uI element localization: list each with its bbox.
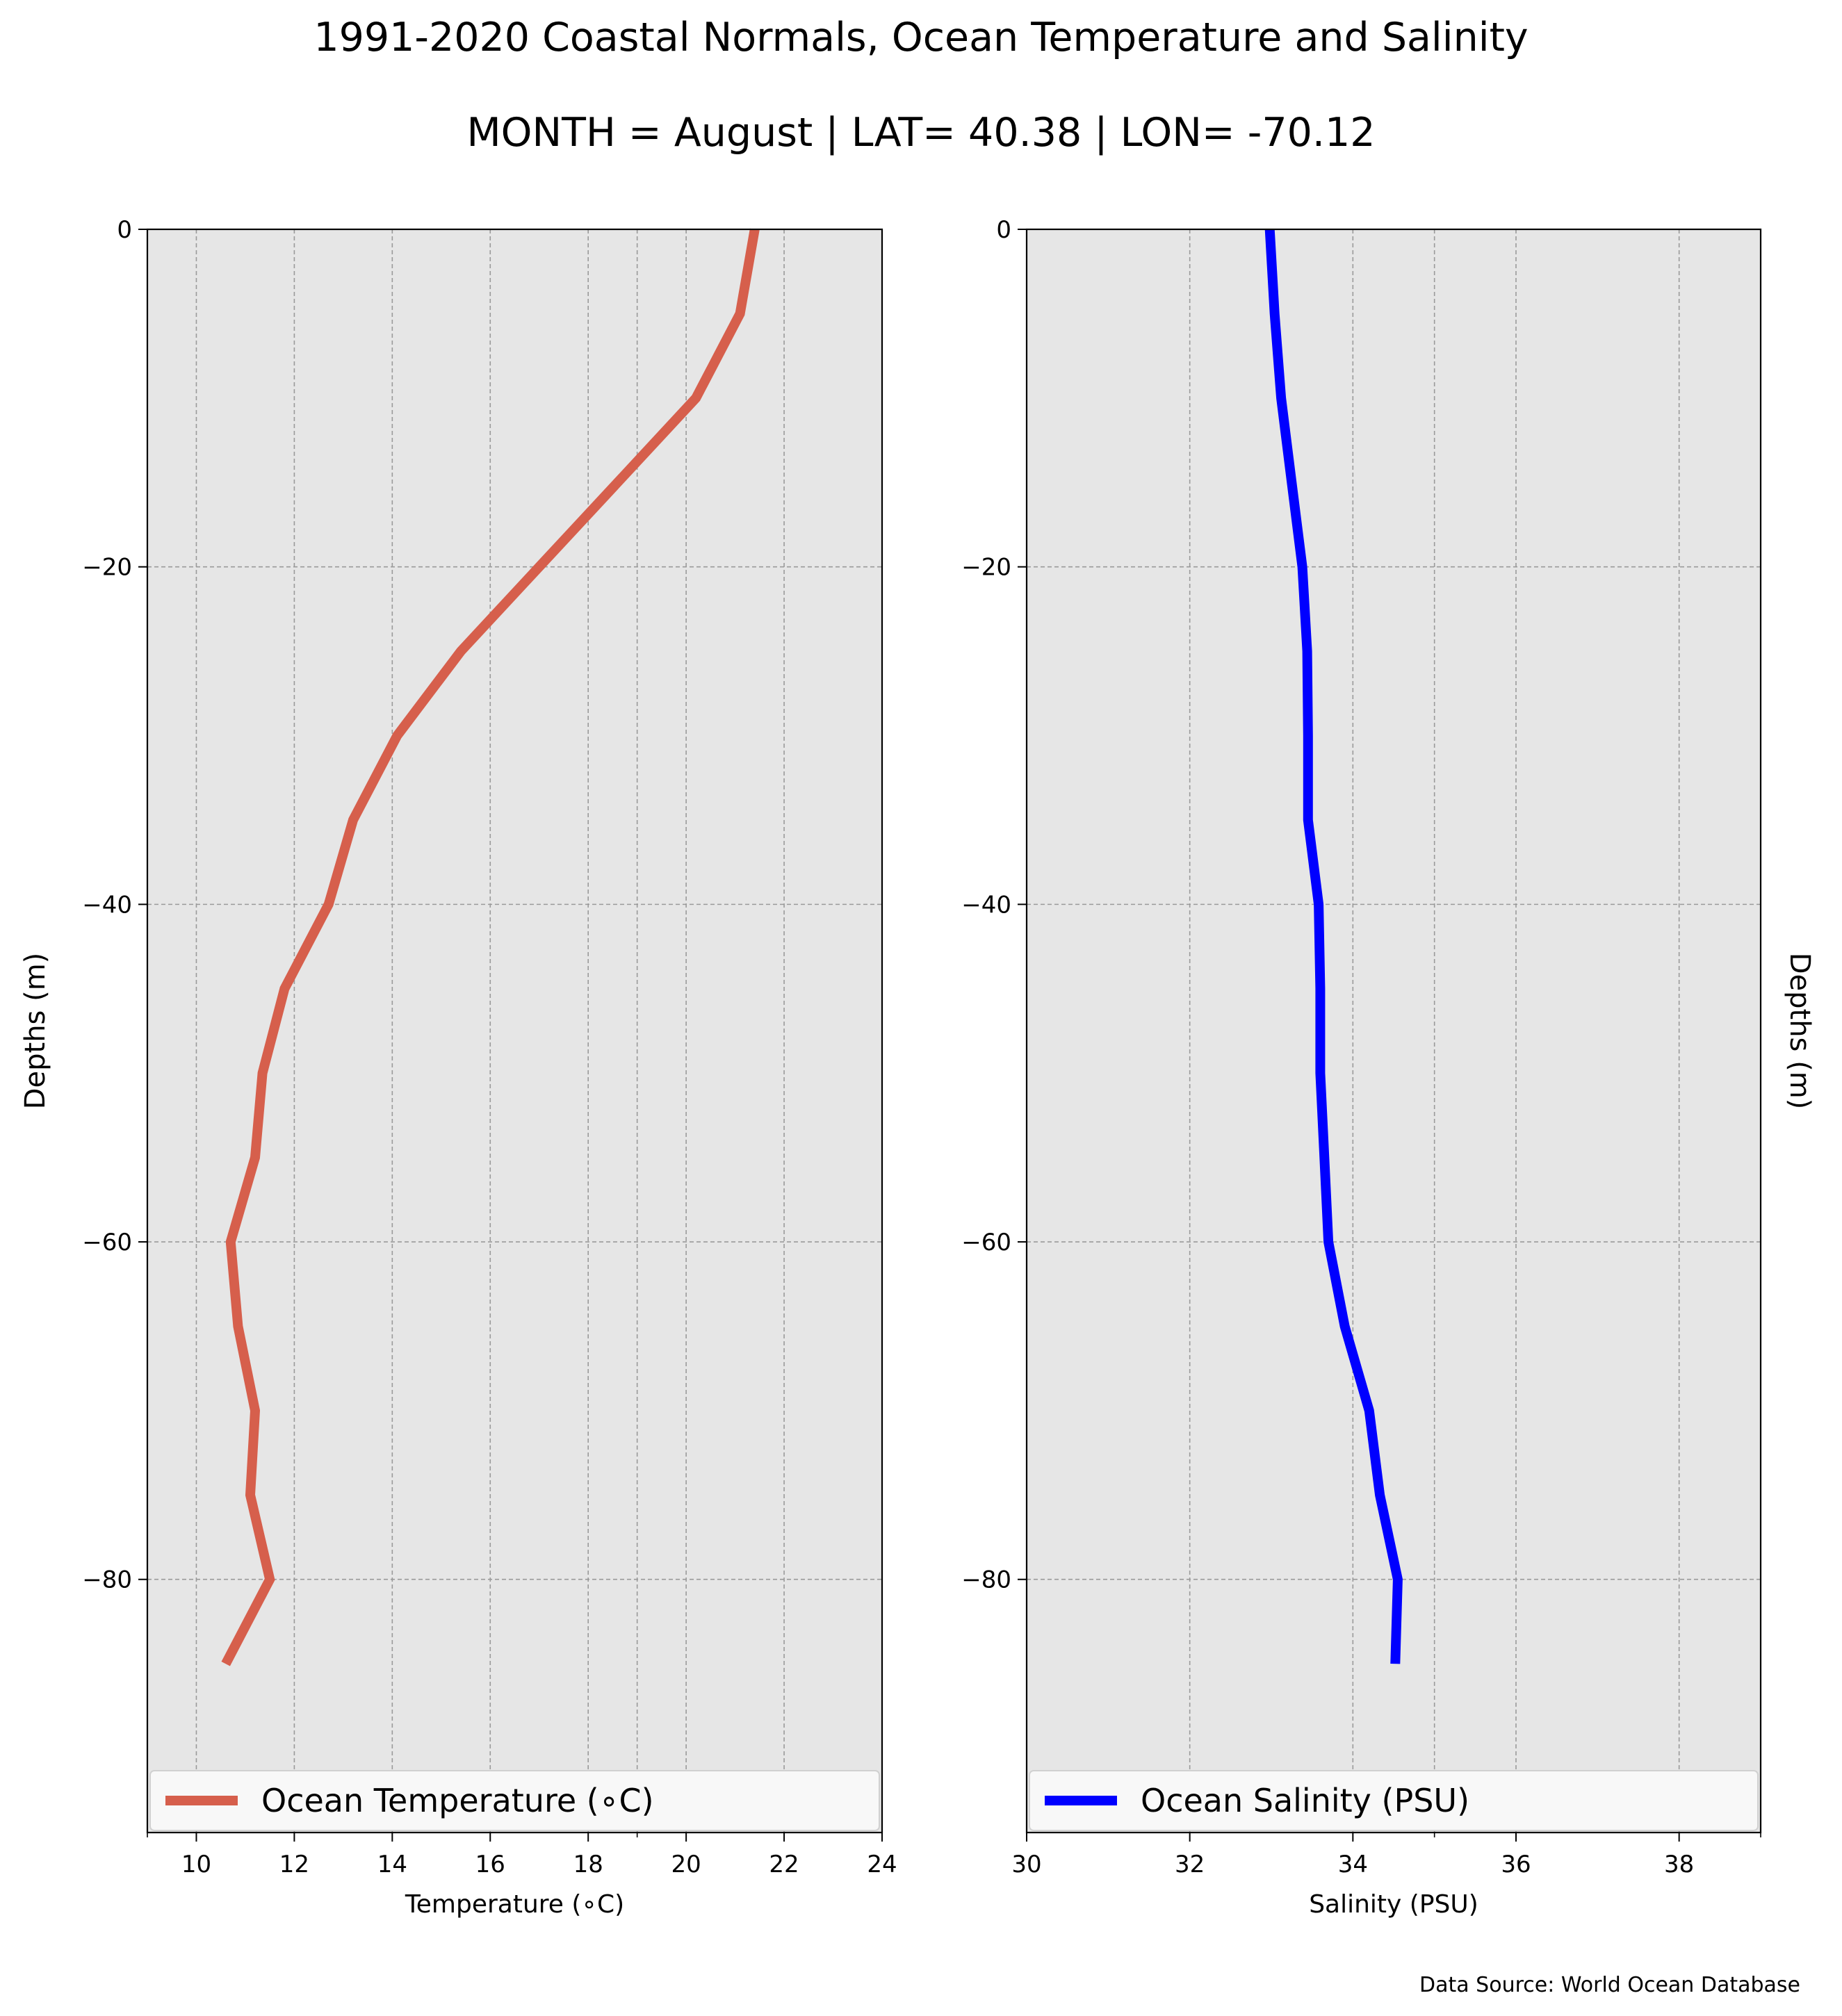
salinity-y-tick-label: −40 — [961, 891, 1011, 919]
temperature-legend — [149, 1770, 880, 1831]
salinity-x-tick-label: 38 — [1664, 1851, 1694, 1878]
temperature-axes-frame — [146, 228, 883, 1834]
temperature-x-tick-label: 18 — [573, 1851, 603, 1878]
salinity-y-tick-label: −20 — [961, 554, 1011, 582]
temperature-y-tick-label: 0 — [117, 216, 132, 244]
chart-title: 1991-2020 Coastal Normals, Ocean Tempera… — [313, 15, 1528, 60]
temperature-x-tick-label: 22 — [769, 1851, 799, 1878]
temperature-x-tick-label: 10 — [181, 1851, 211, 1878]
temperature-y-axis-label: Depths (m) — [19, 953, 51, 1110]
temperature-x-tick-label: 12 — [279, 1851, 309, 1878]
temperature-x-tick-label: 16 — [475, 1851, 505, 1878]
salinity-x-tick-label: 34 — [1338, 1851, 1368, 1878]
temperature-y-tick-label: −60 — [82, 1229, 132, 1256]
temperature-y-tick-label: −20 — [82, 554, 132, 582]
salinity-series-line — [1264, 229, 1403, 1664]
temperature-x-tick-label: 24 — [867, 1851, 897, 1878]
temperature-x-tick-label: 20 — [671, 1851, 701, 1878]
salinity-x-axis-label: Salinity (PSU) — [1309, 1890, 1478, 1919]
chart-subtitle: MONTH = August | LAT= 40.38 | LON= -70.1… — [466, 110, 1375, 156]
temperature-plot-area — [147, 229, 882, 1833]
salinity-y-tick-label: −80 — [961, 1566, 1011, 1594]
temperature-y-tick-label: −80 — [82, 1566, 132, 1594]
data-source-note: Data Source: World Ocean Database — [1419, 1973, 1800, 1997]
temperature-legend-label: Ocean Temperature (∘C) — [261, 1782, 654, 1819]
salinity-legend-label: Ocean Salinity (PSU) — [1141, 1782, 1469, 1819]
salinity-x-tick-label: 32 — [1175, 1851, 1205, 1878]
temperature-x-axis-label: Temperature (∘C) — [405, 1890, 624, 1919]
temperature-x-tick-label: 14 — [377, 1851, 407, 1878]
salinity-y-axis-label: Depths (m) — [1784, 953, 1816, 1110]
salinity-x-tick-label: 30 — [1011, 1851, 1041, 1878]
temperature-y-tick-label: −40 — [82, 891, 132, 919]
temperature-series-line — [221, 228, 760, 1666]
salinity-legend — [1029, 1770, 1759, 1831]
salinity-x-tick-label: 36 — [1501, 1851, 1531, 1878]
salinity-y-tick-label: −60 — [961, 1229, 1011, 1256]
salinity-panel: 0 −20 −40 −60 −80 30 32 34 36 38 Salinity (PSU) Dep… — [961, 216, 1816, 1919]
salinity-axes-frame — [1025, 228, 1762, 1834]
temperature-panel: 0 −20 −40 −60 −80 10 12 14 16 18 20 22 24 Temperature… — [19, 216, 897, 1919]
salinity-y-tick-label: 0 — [996, 216, 1011, 244]
